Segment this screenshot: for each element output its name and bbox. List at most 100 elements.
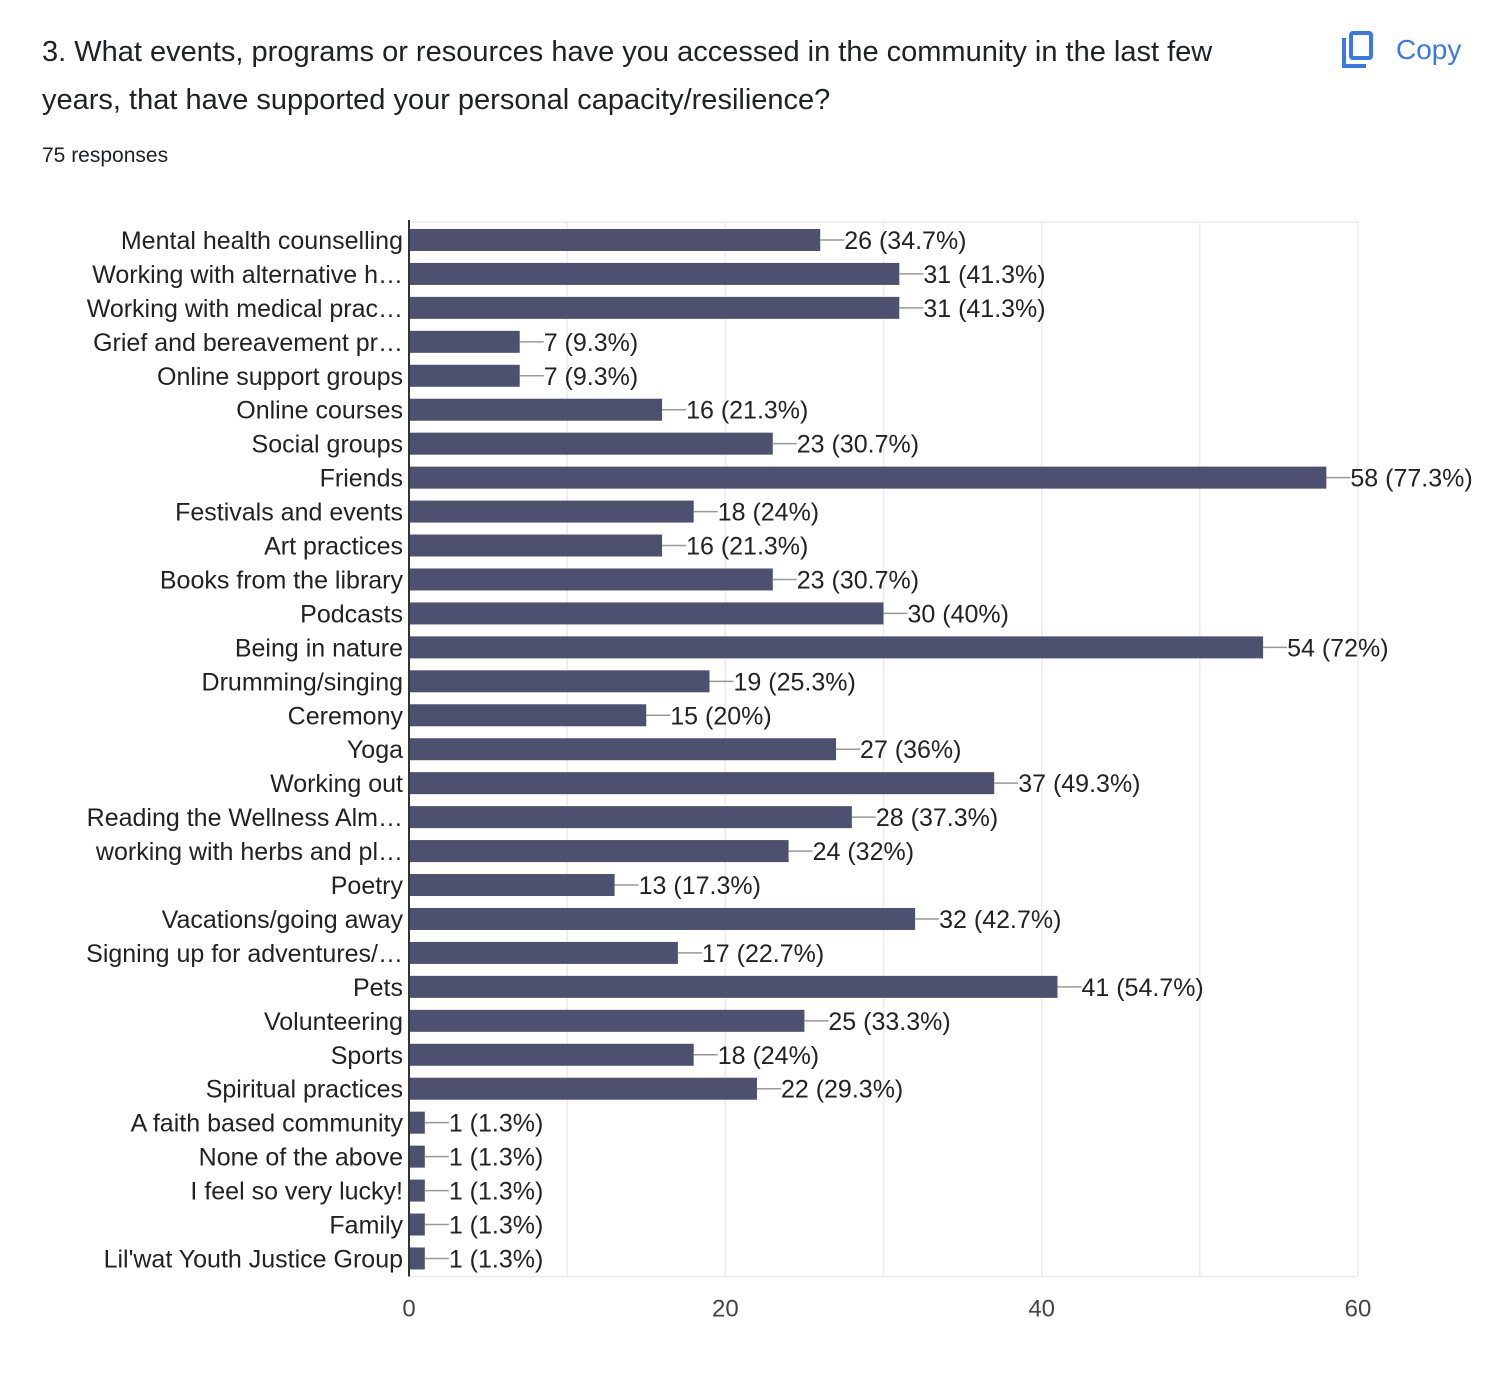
bar xyxy=(409,806,852,829)
data-label: 18 (24%) xyxy=(718,499,819,527)
data-label: 18 (24%) xyxy=(718,1042,819,1070)
data-label: 23 (30.7%) xyxy=(797,431,919,459)
bar xyxy=(409,1179,425,1202)
bar xyxy=(409,874,615,897)
bar xyxy=(409,941,678,964)
data-label: 25 (33.3%) xyxy=(828,1008,950,1036)
data-label: 16 (21.3%) xyxy=(686,397,808,425)
category-label: Art practices xyxy=(264,533,403,561)
data-label: 27 (36%) xyxy=(860,736,961,764)
question-title: 3. What events, programs or resources ha… xyxy=(42,36,1213,116)
category-label: Vacations/going away xyxy=(162,906,404,934)
category-label: Online courses xyxy=(236,397,403,425)
data-label: 17 (22.7%) xyxy=(702,940,824,968)
category-label: Podcasts xyxy=(300,600,403,628)
category-label: Lil'wat Youth Justice Group xyxy=(104,1245,403,1273)
category-label: Ceremony xyxy=(288,702,404,730)
bar xyxy=(409,364,520,387)
category-label: Books from the library xyxy=(160,566,404,594)
data-label: 22 (29.3%) xyxy=(781,1076,903,1104)
bar xyxy=(409,1111,425,1134)
response-count: 75 responses xyxy=(42,144,169,167)
data-label: 23 (30.7%) xyxy=(797,566,919,594)
category-label: working with herbs and pl… xyxy=(95,838,403,866)
bar xyxy=(409,432,773,455)
bar xyxy=(409,840,789,863)
bar xyxy=(409,602,884,625)
bar xyxy=(409,500,694,523)
bar xyxy=(409,1009,805,1032)
data-label: 19 (25.3%) xyxy=(734,668,856,696)
bars xyxy=(409,228,1327,1270)
data-label: 7 (9.3%) xyxy=(544,329,638,357)
data-label: 1 (1.3%) xyxy=(449,1178,543,1206)
data-label: 28 (37.3%) xyxy=(876,804,998,832)
bar xyxy=(409,772,995,795)
labels: Mental health counselling 26 (34.7%) Worki… xyxy=(86,227,1473,1273)
data-label: 54 (72%) xyxy=(1287,634,1388,662)
data-label: 41 (54.7%) xyxy=(1081,974,1203,1002)
category-label: Grief and bereavement pr… xyxy=(93,329,403,357)
category-label: Mental health counselling xyxy=(121,227,403,255)
axes: 0 20 40 60 xyxy=(402,220,1371,1322)
data-label: 37 (49.3%) xyxy=(1018,770,1140,798)
bar xyxy=(409,738,837,761)
category-label: Pets xyxy=(353,974,403,1002)
category-label: Working with medical prac… xyxy=(87,295,403,323)
category-label: Volunteering xyxy=(264,1008,403,1036)
data-label: 31 (41.3%) xyxy=(923,261,1045,289)
category-label: Working with alternative h… xyxy=(92,261,403,289)
data-label: 1 (1.3%) xyxy=(449,1245,543,1273)
data-label: 13 (17.3%) xyxy=(639,872,761,900)
bar xyxy=(409,466,1327,489)
category-label: I feel so very lucky! xyxy=(190,1178,403,1206)
category-label: Online support groups xyxy=(157,363,403,391)
data-label: 16 (21.3%) xyxy=(686,533,808,561)
bar xyxy=(409,262,900,285)
copy-label: Copy xyxy=(1396,34,1462,65)
data-label: 1 (1.3%) xyxy=(449,1144,543,1172)
bar xyxy=(409,1043,694,1066)
x-tick-label: 0 xyxy=(402,1295,415,1322)
bar xyxy=(409,636,1264,659)
category-label: A faith based community xyxy=(131,1110,404,1138)
bar xyxy=(409,228,821,251)
bar xyxy=(409,670,710,693)
bar xyxy=(409,704,647,727)
bar xyxy=(409,296,900,319)
bar xyxy=(409,534,663,557)
bar xyxy=(409,975,1058,998)
category-label: Social groups xyxy=(252,431,403,459)
data-label: 7 (9.3%) xyxy=(544,363,638,391)
x-tick-label: 40 xyxy=(1028,1295,1055,1322)
category-label: Family xyxy=(329,1212,403,1240)
data-label: 58 (77.3%) xyxy=(1350,465,1472,493)
data-label: 30 (40%) xyxy=(908,600,1009,628)
bar xyxy=(409,907,916,930)
x-tick-label: 60 xyxy=(1345,1295,1372,1322)
category-label: Working out xyxy=(270,770,403,798)
category-label: None of the above xyxy=(199,1144,403,1172)
category-label: Friends xyxy=(320,465,403,493)
data-label: 31 (41.3%) xyxy=(923,295,1045,323)
category-label: Being in nature xyxy=(235,634,403,662)
bar xyxy=(409,330,520,353)
bar xyxy=(409,1145,425,1168)
copy-icon xyxy=(1340,30,1376,70)
category-label: Drumming/singing xyxy=(202,668,403,696)
data-label: 15 (20%) xyxy=(670,702,771,730)
bar xyxy=(409,1247,425,1270)
data-label: 1 (1.3%) xyxy=(449,1110,543,1138)
bar xyxy=(409,398,663,421)
data-label: 1 (1.3%) xyxy=(449,1212,543,1240)
data-label: 32 (42.7%) xyxy=(939,906,1061,934)
category-label: Signing up for adventures/… xyxy=(86,940,403,968)
category-label: Spiritual practices xyxy=(206,1076,403,1104)
copy-button[interactable]: Copy xyxy=(1340,28,1461,72)
category-label: Poetry xyxy=(331,872,404,900)
bar xyxy=(409,568,773,591)
bar xyxy=(409,1077,757,1100)
category-label: Reading the Wellness Alm… xyxy=(87,804,403,832)
bar xyxy=(409,1213,425,1236)
